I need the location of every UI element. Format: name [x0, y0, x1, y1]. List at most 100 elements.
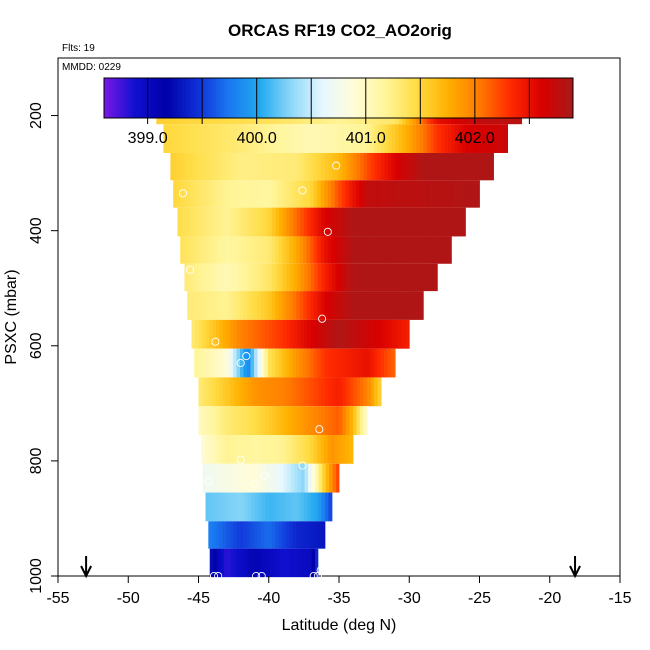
- heatmap-cell: [265, 207, 270, 237]
- heatmap-cell: [215, 434, 220, 464]
- heatmap-cell: [198, 207, 203, 237]
- heatmap-cell: [366, 180, 371, 208]
- colorbar-tick-label: 400.0: [237, 130, 277, 147]
- heatmap-cell: [251, 548, 256, 578]
- heatmap-cell: [465, 124, 470, 153]
- heatmap-cell: [349, 406, 354, 435]
- heatmap-cell: [342, 263, 347, 292]
- heatmap-cell: [208, 291, 213, 320]
- colorbar-swatch: [179, 78, 183, 118]
- heatmap-cell: [180, 152, 185, 181]
- heatmap-cell: [232, 236, 237, 264]
- heatmap-cell: [381, 263, 386, 292]
- heatmap-cell: [447, 124, 452, 153]
- heatmap-cell: [348, 291, 353, 320]
- heatmap-cell: [244, 377, 249, 407]
- heatmap-cell: [232, 348, 237, 378]
- heatmap-cell: [321, 319, 326, 349]
- heatmap-cell: [419, 152, 424, 181]
- heatmap-cell: [264, 180, 269, 208]
- heatmap-cell: [223, 207, 227, 237]
- heatmap-cell: [244, 492, 249, 522]
- heatmap-cell: [341, 291, 346, 320]
- heatmap-cell: [170, 124, 175, 153]
- heatmap-cell: [419, 180, 423, 208]
- heatmap-cell: [180, 180, 185, 208]
- heatmap-cell: [447, 180, 452, 208]
- heatmap-cell: [264, 521, 269, 549]
- heatmap-cell: [201, 236, 206, 264]
- colorbar-swatch: [434, 78, 439, 118]
- heatmap-cell: [310, 124, 315, 153]
- x-tick-label: -40: [257, 590, 280, 607]
- heatmap-cell: [246, 180, 251, 208]
- heatmap-cell: [381, 319, 386, 349]
- sample-point: [260, 471, 269, 480]
- heatmap-cell: [209, 263, 213, 292]
- heatmap-cell: [468, 124, 473, 153]
- colorbar-swatch: [163, 78, 168, 118]
- heatmap-cell: [279, 548, 284, 578]
- heatmap-cell: [353, 377, 357, 407]
- colorbar-swatch: [403, 78, 407, 118]
- heatmap-cell: [321, 377, 326, 407]
- heatmap-cell: [359, 291, 364, 320]
- heatmap-cell: [258, 492, 263, 522]
- heatmap-cell: [275, 124, 280, 153]
- heatmap-cell: [401, 236, 406, 264]
- heatmap-cell: [289, 180, 294, 208]
- heatmap-cell: [310, 207, 315, 237]
- heatmap-cell: [275, 377, 280, 407]
- colorbar-swatch: [195, 78, 199, 118]
- heatmap-cell: [416, 207, 421, 237]
- heatmap-cell: [327, 434, 332, 464]
- heatmap-cell: [236, 291, 241, 320]
- heatmap-cell: [222, 291, 227, 320]
- colorbar-swatch: [447, 78, 452, 118]
- heatmap-cell: [191, 319, 196, 349]
- heatmap-cell: [254, 348, 258, 378]
- heatmap-cell: [380, 180, 385, 208]
- colorbar-swatch: [361, 78, 366, 118]
- sample-point: [242, 352, 251, 361]
- heatmap-cell: [177, 152, 182, 181]
- heatmap-cell: [349, 263, 354, 292]
- heatmap-cell: [345, 291, 350, 320]
- heatmap-cell: [377, 377, 382, 407]
- heatmap-cell: [454, 152, 459, 181]
- heatmap-cell: [264, 434, 269, 464]
- colorbar-swatch: [479, 78, 483, 118]
- heatmap-cell: [198, 152, 203, 181]
- heatmap-cell: [426, 124, 431, 153]
- colorbar-swatch: [416, 78, 420, 118]
- colorbar-swatch: [111, 78, 115, 118]
- heatmap-cell: [394, 291, 399, 320]
- heatmap-cell: [187, 291, 192, 320]
- colorbar-swatch: [294, 78, 298, 118]
- heatmap-cell: [327, 348, 332, 378]
- heatmap-cell: [388, 207, 393, 237]
- heatmap-cell: [303, 319, 308, 349]
- heatmap-cell: [433, 207, 438, 237]
- heatmap-cell: [304, 463, 309, 493]
- heatmap-cell: [458, 152, 463, 181]
- heatmap-cell: [237, 207, 242, 237]
- heatmap-cell: [405, 263, 410, 292]
- heatmap-cell: [328, 492, 333, 522]
- heatmap-cell: [366, 236, 371, 264]
- heatmap-cell: [478, 180, 480, 208]
- heatmap-cell: [282, 319, 287, 349]
- colorbar-swatch: [473, 78, 478, 118]
- colorbar-swatch: [213, 78, 217, 118]
- colorbar-swatch: [395, 78, 399, 118]
- heatmap-cell: [223, 463, 228, 493]
- heatmap-cell: [450, 236, 452, 264]
- heatmap-cell: [261, 236, 265, 264]
- heatmap-cell: [269, 548, 274, 578]
- colorbar-swatch: [249, 78, 254, 118]
- colorbar-swatch: [437, 78, 441, 118]
- heatmap-cell: [310, 434, 315, 464]
- heatmap-cell: [493, 124, 498, 153]
- heatmap-cell: [317, 180, 322, 208]
- heatmap-cell: [300, 207, 305, 237]
